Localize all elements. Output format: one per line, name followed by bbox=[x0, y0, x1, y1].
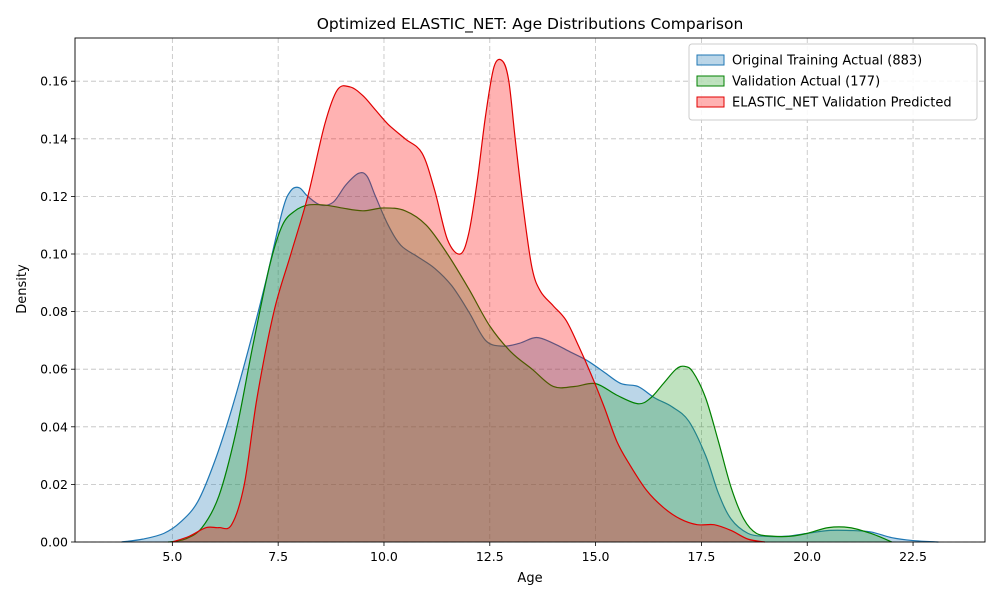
legend-entry-3: ELASTIC_NET Validation Predicted bbox=[732, 96, 952, 111]
y-tick-label: 0.12 bbox=[40, 189, 68, 204]
series-area-3 bbox=[172, 59, 765, 543]
legend-entry-2: Validation Actual (177) bbox=[732, 75, 880, 90]
series-area-1 bbox=[121, 172, 939, 542]
series-area-2 bbox=[168, 204, 892, 542]
legend-swatch-3 bbox=[696, 96, 725, 108]
axis-ticks: 5.0 7.5 10.0 12.5 15.0 17.5 20.0 22.5 0.00 0.02 0.… bbox=[40, 74, 927, 564]
y-tick-label: 0.16 bbox=[40, 74, 68, 89]
legend: Original Training Actual (883) Validation… bbox=[688, 43, 978, 121]
y-tick-label: 0.06 bbox=[40, 362, 68, 377]
x-tick-label: 5.0 bbox=[162, 549, 182, 564]
legend-entry-1: Original Training Actual (883) bbox=[732, 54, 922, 69]
x-tick-label: 20.0 bbox=[793, 549, 821, 564]
y-tick-label: 0.08 bbox=[40, 304, 68, 319]
grid bbox=[75, 38, 985, 543]
x-axis-label: Age bbox=[517, 571, 542, 586]
x-tick-label: 15.0 bbox=[582, 549, 610, 564]
series-line-3 bbox=[172, 58, 766, 543]
x-tick-label: 10.0 bbox=[370, 549, 398, 564]
y-tick-label: 0.00 bbox=[40, 535, 68, 550]
y-axis-label: Density bbox=[15, 264, 30, 314]
series-areas bbox=[121, 58, 939, 543]
y-tick-label: 0.10 bbox=[40, 247, 68, 262]
x-tick-label: 12.5 bbox=[476, 549, 504, 564]
y-tick-label: 0.04 bbox=[40, 419, 68, 434]
y-tick-label: 0.14 bbox=[40, 131, 68, 146]
y-tick-label: 0.02 bbox=[40, 477, 68, 492]
chart-title: Optimized ELASTIC_NET: Age Distributions… bbox=[317, 15, 744, 34]
x-tick-label: 17.5 bbox=[687, 549, 715, 564]
x-tick-label: 7.5 bbox=[268, 549, 288, 564]
x-tick-label: 22.5 bbox=[899, 549, 927, 564]
plot-frame bbox=[74, 37, 986, 543]
legend-swatch-1 bbox=[696, 54, 725, 66]
legend-box bbox=[688, 43, 978, 121]
series-line-2 bbox=[168, 203, 893, 543]
legend-swatch-2 bbox=[696, 75, 725, 87]
